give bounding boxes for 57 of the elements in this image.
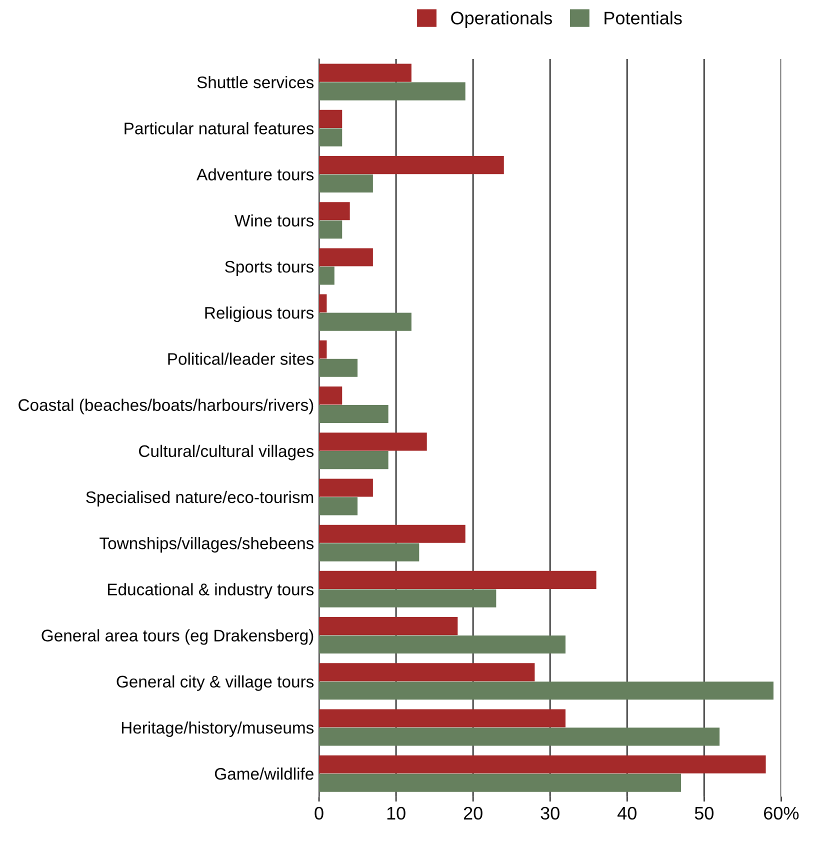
legend-label: Potentials: [604, 11, 682, 24]
bar: [319, 570, 596, 589]
bar: [319, 432, 427, 451]
y-tick-label: General city & village tours: [116, 675, 314, 691]
bar: [319, 709, 566, 728]
y-tick-label: Wine tours: [234, 214, 314, 227]
bar: [319, 497, 358, 516]
y-tick-label: Adventure tours: [196, 168, 314, 180]
bar: [319, 266, 334, 285]
x-tick-label: 50: [694, 806, 714, 820]
bar: [319, 728, 720, 746]
y-tick-label: Coastal (beaches/boats/harbours/rivers): [18, 398, 314, 414]
y-tick-label: Educational & industry tours: [108, 583, 314, 599]
y-tick-label: Cultural/cultural villages: [139, 444, 314, 460]
bar: [319, 340, 327, 358]
y-tick-label: Shuttle services: [197, 76, 314, 88]
x-tick-label: 60%: [764, 806, 799, 820]
bar: [319, 312, 412, 331]
bar: [319, 202, 350, 220]
bar: [319, 82, 466, 100]
y-tick-label: Specialised nature/eco-tourism: [86, 490, 314, 506]
bar: [319, 589, 496, 608]
y-tick-label: Heritage/history/museums: [122, 721, 314, 737]
bar: [319, 755, 766, 774]
x-tick-label: 10: [387, 806, 406, 820]
bar: [319, 386, 342, 405]
bar: [319, 64, 412, 82]
bar: [319, 478, 373, 497]
bar: [319, 156, 504, 174]
bar: [319, 617, 458, 636]
x-tick-label: 30: [540, 806, 560, 820]
bar: [319, 682, 774, 700]
y-tick-label: Townships/villages/shebeens: [100, 537, 314, 553]
bar: [319, 663, 535, 682]
bar: [319, 451, 388, 470]
bar: [319, 248, 373, 266]
y-tick-label: Religious tours: [205, 306, 314, 322]
y-tick-label: General area tours (eg Drakensberg): [42, 629, 314, 645]
x-tick-label: 40: [618, 806, 636, 820]
bar: [319, 294, 327, 312]
x-tick-label: 0: [314, 806, 324, 820]
bar: [319, 774, 682, 792]
bar: [319, 543, 420, 562]
bar: [319, 524, 466, 543]
bar: [319, 358, 358, 377]
bar: [319, 174, 373, 193]
y-tick-label: Political/leader sites: [168, 352, 314, 365]
bar: [319, 404, 388, 424]
bar: [319, 635, 566, 654]
bar: [319, 220, 342, 239]
bar: [319, 128, 342, 146]
bar: [319, 110, 342, 128]
x-tick-label: 20: [464, 806, 482, 820]
y-tick-label: Sports tours: [225, 260, 314, 276]
legend-label: Operationals: [451, 11, 552, 28]
y-tick-label: Game/wildlife: [214, 768, 314, 780]
y-tick-label: Particular natural features: [124, 122, 314, 134]
